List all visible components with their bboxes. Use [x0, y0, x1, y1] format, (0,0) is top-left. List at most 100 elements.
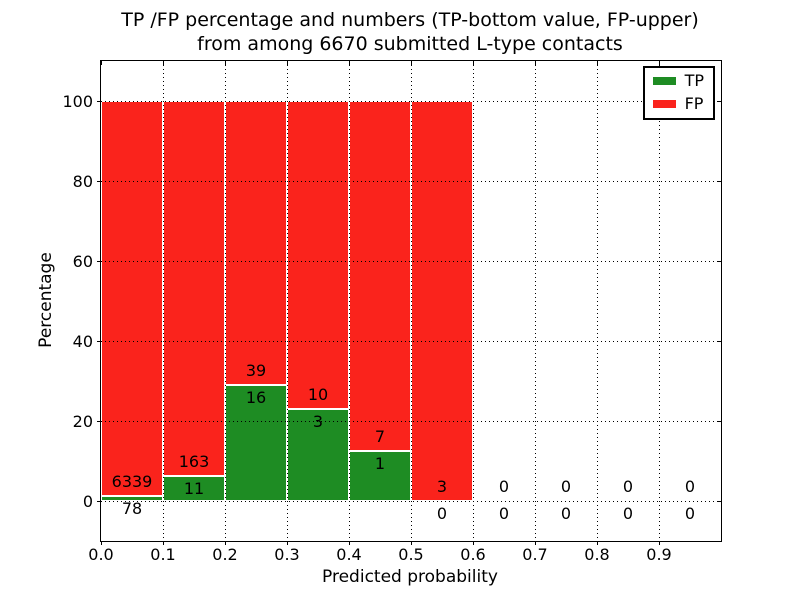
x-tick-top [535, 61, 536, 65]
v-gridline [597, 61, 598, 541]
tp-count-label: 78 [121, 499, 143, 519]
x-tick-label: 0.8 [584, 545, 610, 564]
tp-count-label: 0 [498, 504, 510, 523]
x-tick-label: 0.7 [522, 545, 548, 564]
v-gridline [411, 61, 412, 541]
bar-fp [101, 101, 163, 497]
v-gridline [287, 61, 288, 541]
bar-fp [287, 101, 349, 409]
legend-label-fp: FP [684, 94, 704, 113]
fp-count-label: 0 [498, 477, 510, 496]
x-tick-bottom [287, 541, 288, 545]
y-tick-left [97, 261, 101, 262]
y-tick-right [717, 261, 721, 262]
x-tick-label: 0.6 [460, 545, 486, 564]
y-tick-right [717, 501, 721, 502]
y-tick-right [717, 181, 721, 182]
v-gridline [473, 61, 474, 541]
x-tick-bottom [163, 541, 164, 545]
x-tick-top [597, 61, 598, 65]
x-tick-top [411, 61, 412, 65]
x-tick-bottom [659, 541, 660, 545]
y-tick-right [717, 421, 721, 422]
x-tick-label: 0.3 [274, 545, 300, 564]
legend-swatch-tp-icon [652, 77, 676, 85]
legend: TP FP [642, 66, 715, 120]
tp-count-label: 0 [684, 504, 696, 523]
plot-area: TP FP 6339 78 163 11 39 16 10 3 7 1 3 0 0 0 0 0 0 0 0 0 0.0 0… [62, 60, 722, 564]
fp-count-label: 0 [622, 477, 634, 496]
bar-fp [349, 101, 411, 451]
bar-fp [163, 101, 225, 476]
x-tick-label: 0.0 [88, 545, 114, 564]
v-gridline [225, 61, 226, 541]
y-tick-left [97, 421, 101, 422]
x-tick-label: 0.4 [336, 545, 362, 564]
fp-count-label: 0 [684, 477, 696, 496]
tp-count-label: 0 [436, 504, 448, 523]
x-tick-top [659, 61, 660, 65]
x-tick-top [163, 61, 164, 65]
tp-count-label: 11 [183, 478, 205, 498]
x-tick-bottom [349, 541, 350, 545]
x-tick-label: 0.1 [150, 545, 176, 564]
y-tick-left [97, 181, 101, 182]
y-tick-right [717, 101, 721, 102]
fp-count-label: 3 [436, 477, 448, 496]
y-tick-label: 20 [72, 412, 93, 431]
v-gridline [349, 61, 350, 541]
y-tick-label: 100 [62, 92, 93, 111]
y-tick-left [97, 501, 101, 502]
bar-tp [101, 496, 163, 501]
fp-count-label: 39 [245, 360, 267, 380]
tp-count-label: 1 [374, 454, 386, 473]
tp-count-label: 16 [245, 387, 267, 407]
fp-count-label: 163 [178, 451, 210, 471]
bar-fp [411, 101, 473, 501]
y-tick-left [97, 341, 101, 342]
v-gridline [535, 61, 536, 541]
legend-swatch-fp-icon [652, 100, 676, 108]
x-tick-bottom [411, 541, 412, 545]
v-gridline [659, 61, 660, 541]
x-tick-top [349, 61, 350, 65]
v-gridline [163, 61, 164, 541]
tp-count-label: 0 [560, 504, 572, 523]
fp-count-label: 7 [374, 427, 386, 446]
x-tick-top [225, 61, 226, 65]
chart-title-line1: TP /FP percentage and numbers (TP-bottom… [121, 9, 699, 31]
chart-title: TP /FP percentage and numbers (TP-bottom… [100, 8, 720, 56]
x-tick-bottom [535, 541, 536, 545]
chart-title-line2: from among 6670 submitted L-type contact… [197, 33, 623, 55]
y-tick-label: 80 [72, 172, 93, 191]
y-tick-label: 60 [72, 252, 93, 271]
y-axis-label: Percentage [36, 252, 56, 348]
x-tick-label: 0.2 [212, 545, 238, 564]
legend-item-tp: TP [652, 71, 704, 90]
x-tick-top [287, 61, 288, 65]
y-tick-label: 0 [82, 492, 93, 511]
tp-count-label: 0 [622, 504, 634, 523]
y-tick-right [717, 341, 721, 342]
fp-count-label: 0 [560, 477, 572, 496]
x-tick-label: 0.5 [398, 545, 424, 564]
tp-count-label: 3 [312, 411, 324, 431]
x-tick-bottom [473, 541, 474, 545]
bar-fp [225, 101, 287, 385]
x-axis-label: Predicted probability [322, 567, 498, 587]
bar-tp [349, 451, 411, 501]
fp-count-label: 6339 [111, 472, 153, 492]
x-tick-top [101, 61, 102, 65]
x-tick-label: 0.9 [646, 545, 672, 564]
legend-label-tp: TP [684, 71, 704, 90]
y-tick-left [97, 101, 101, 102]
bar-tp [287, 408, 349, 501]
bar-tp [163, 475, 225, 501]
x-tick-top [473, 61, 474, 65]
x-tick-bottom [597, 541, 598, 545]
legend-item-fp: FP [652, 94, 704, 113]
y-tick-label: 40 [72, 332, 93, 351]
fp-count-label: 10 [307, 384, 329, 404]
x-tick-bottom [101, 541, 102, 545]
